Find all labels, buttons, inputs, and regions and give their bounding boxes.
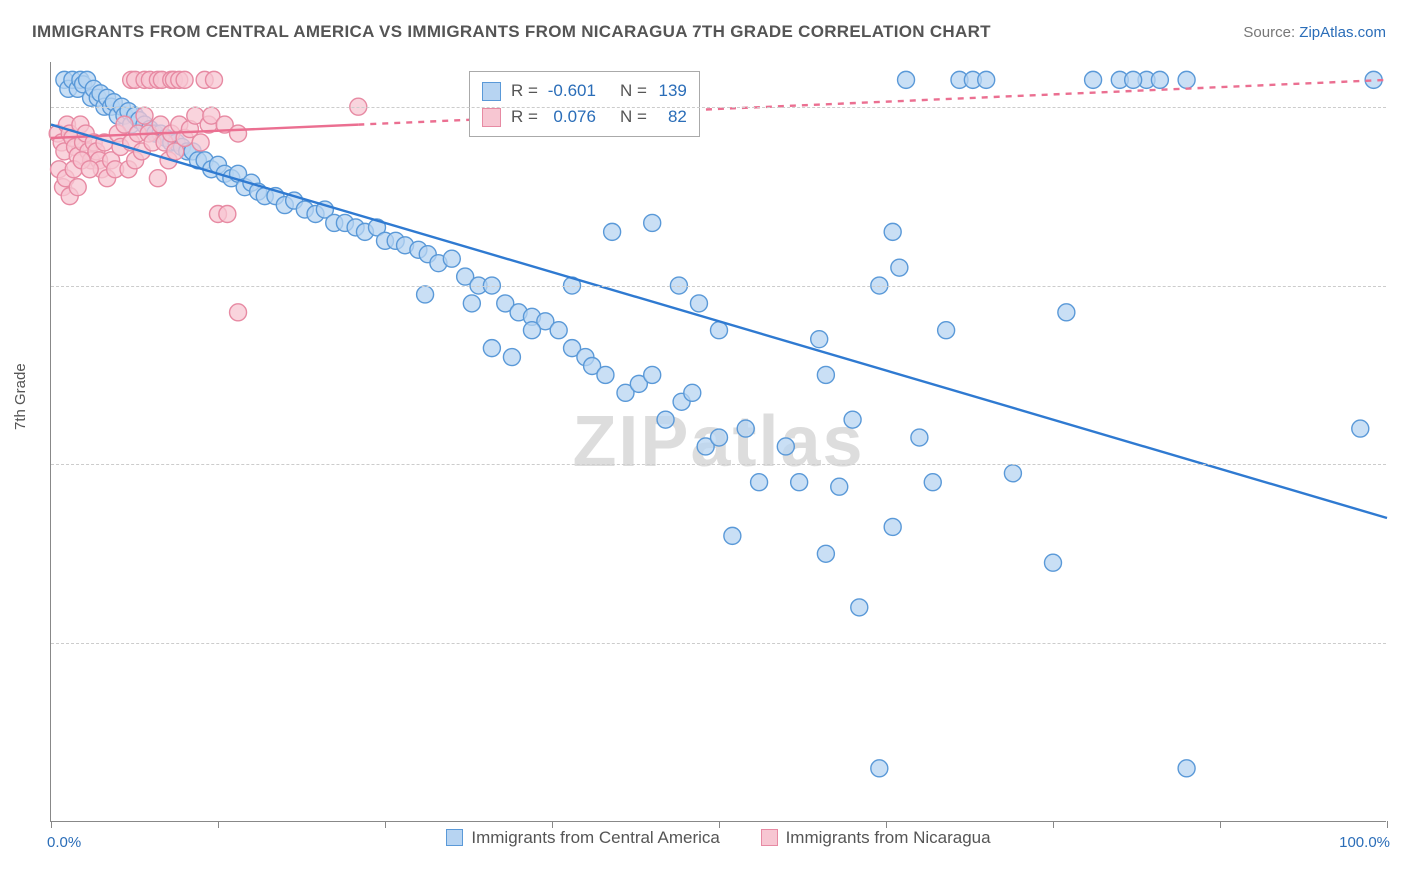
corr-row-blue: R = -0.601 N = 139 (482, 78, 687, 104)
data-point (644, 214, 661, 231)
x-tick (1220, 821, 1221, 828)
x-tick (218, 821, 219, 828)
data-point (192, 134, 209, 151)
data-point (684, 384, 701, 401)
data-point (831, 478, 848, 495)
data-point (81, 161, 98, 178)
x-tick (552, 821, 553, 828)
source-label: Source: ZipAtlas.com (1243, 24, 1386, 41)
x-tick (51, 821, 52, 828)
data-point (604, 223, 621, 240)
data-point (644, 366, 661, 383)
x-tick (1053, 821, 1054, 828)
x-tick (1387, 821, 1388, 828)
data-point (417, 286, 434, 303)
corr-n-label: N = (620, 107, 647, 127)
data-point (1178, 71, 1195, 88)
corr-r-label: R = (511, 107, 538, 127)
x-tick-label-right: 100.0% (1339, 834, 1390, 851)
legend-item-pink: Immigrants from Nicaragua (761, 828, 991, 848)
data-point (777, 438, 794, 455)
data-point (463, 295, 480, 312)
legend-label-pink: Immigrants from Nicaragua (786, 828, 991, 848)
corr-n-value: 139 (647, 81, 687, 101)
corr-row-pink: R = 0.076 N = 82 (482, 104, 687, 130)
data-point (1045, 554, 1062, 571)
corr-r-value: 0.076 (538, 107, 596, 127)
data-point (1085, 71, 1102, 88)
data-point (978, 71, 995, 88)
data-point (844, 411, 861, 428)
x-tick-label-left: 0.0% (47, 834, 81, 851)
data-point (1004, 465, 1021, 482)
x-tick (719, 821, 720, 828)
corr-r-label: R = (511, 81, 538, 101)
legend-swatch-blue (446, 829, 463, 846)
data-point (811, 331, 828, 348)
gridline (51, 286, 1386, 287)
legend-swatch-pink (761, 829, 778, 846)
data-point (817, 545, 834, 562)
data-point (871, 760, 888, 777)
data-point (1178, 760, 1195, 777)
plot-area: ZIPatlas R = -0.601 N = 139 R = 0.076 N … (50, 62, 1386, 822)
data-point (791, 474, 808, 491)
data-point (737, 420, 754, 437)
data-point (443, 250, 460, 267)
data-point (851, 599, 868, 616)
data-point (1125, 71, 1142, 88)
data-point (724, 527, 741, 544)
data-point (230, 125, 247, 142)
data-point (230, 304, 247, 321)
data-point (1352, 420, 1369, 437)
data-point (884, 223, 901, 240)
data-point (483, 340, 500, 357)
data-point (884, 518, 901, 535)
data-point (657, 411, 674, 428)
corr-swatch-pink (482, 108, 501, 127)
legend-label-blue: Immigrants from Central America (471, 828, 719, 848)
source-prefix: Source: (1243, 24, 1299, 41)
data-point (136, 107, 153, 124)
trend-line (51, 125, 1387, 518)
data-point (1058, 304, 1075, 321)
x-tick (385, 821, 386, 828)
data-point (898, 71, 915, 88)
correlation-legend: R = -0.601 N = 139 R = 0.076 N = 82 (469, 71, 700, 137)
gridline (51, 643, 1386, 644)
data-point (817, 366, 834, 383)
legend-item-blue: Immigrants from Central America (446, 828, 719, 848)
data-point (751, 474, 768, 491)
data-point (891, 259, 908, 276)
corr-swatch-blue (482, 82, 501, 101)
data-point (690, 295, 707, 312)
data-point (205, 71, 222, 88)
chart-title: IMMIGRANTS FROM CENTRAL AMERICA VS IMMIG… (32, 22, 991, 42)
data-point (176, 71, 193, 88)
data-point (597, 366, 614, 383)
chart-svg (51, 62, 1386, 821)
data-point (924, 474, 941, 491)
data-point (550, 322, 567, 339)
data-point (938, 322, 955, 339)
corr-n-label: N = (620, 81, 647, 101)
data-point (911, 429, 928, 446)
corr-n-value: 82 (647, 107, 687, 127)
data-point (1151, 71, 1168, 88)
x-tick (886, 821, 887, 828)
data-point (69, 179, 86, 196)
data-point (149, 170, 166, 187)
data-point (503, 349, 520, 366)
data-point (219, 206, 236, 223)
data-point (523, 322, 540, 339)
y-axis-label: 7th Grade (12, 363, 29, 430)
bottom-legend: Immigrants from Central America Immigran… (51, 828, 1386, 852)
gridline (51, 107, 1386, 108)
gridline (51, 464, 1386, 465)
data-point (711, 429, 728, 446)
corr-r-value: -0.601 (538, 81, 596, 101)
source-link[interactable]: ZipAtlas.com (1299, 24, 1386, 41)
